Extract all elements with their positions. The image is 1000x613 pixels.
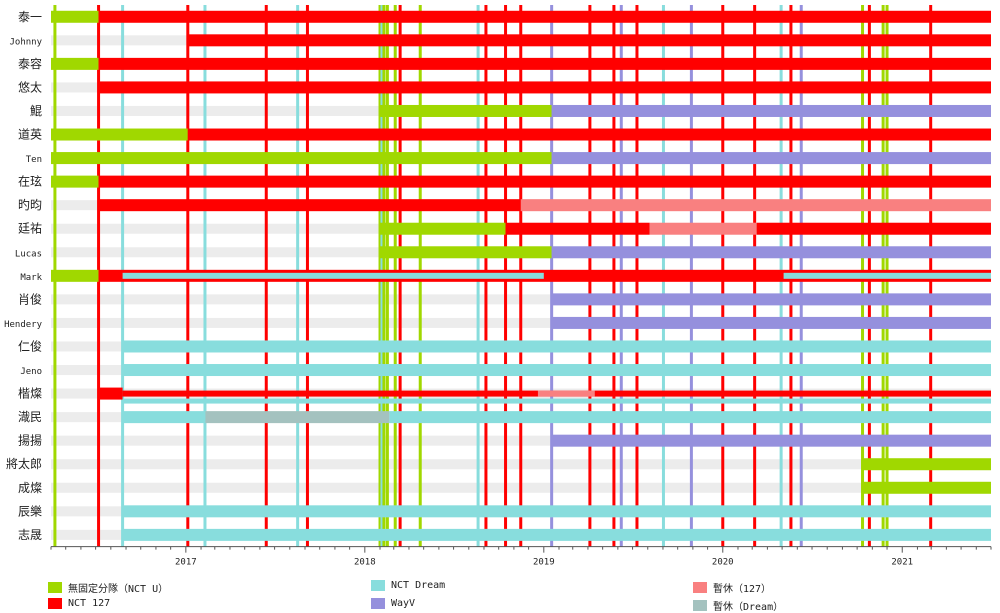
legend-item-wayv: WayV [371, 598, 415, 609]
x-tick-label: 2019 [533, 558, 555, 568]
segment-bar [51, 57, 99, 70]
legend-item-127: NCT 127 [48, 598, 110, 609]
segment-bar [537, 390, 595, 397]
segment-bar [649, 222, 757, 235]
legend-swatch-wayv [371, 598, 385, 609]
legend-swatch-h127 [693, 582, 707, 593]
member-label: Jeno [20, 367, 42, 377]
member-label: Mark [20, 273, 42, 283]
x-tick-label: 2021 [891, 558, 913, 568]
segment-bar [520, 199, 991, 212]
segment-bar [862, 481, 991, 494]
segment-bar [862, 458, 991, 471]
segment-bar [98, 10, 991, 23]
segment-bar [380, 104, 552, 117]
member-label: 道英 [18, 128, 42, 142]
segment-bar [551, 434, 991, 447]
member-label: 悠太 [18, 79, 42, 94]
member-label: 揚揚 [18, 434, 42, 448]
segment-bar [51, 152, 552, 165]
segment-bar [98, 387, 123, 400]
segment-bar [98, 175, 991, 188]
member-label: 泰一 [18, 10, 42, 24]
member-label: 在玹 [18, 174, 42, 189]
segment-bar [205, 411, 390, 424]
member-label: 渽民 [18, 409, 42, 424]
legend-label-u: 無固定分隊（NCT U） [68, 584, 169, 595]
segment-bar [122, 340, 992, 353]
segment-bar [380, 246, 552, 259]
x-tick-label: 2018 [354, 558, 376, 568]
member-label: 肖俊 [18, 291, 42, 306]
legend-swatch-127 [48, 598, 62, 609]
segment-bar [98, 57, 991, 70]
member-label: 鯤 [30, 104, 42, 118]
segment-bar [187, 34, 992, 47]
legend-item-hdream: 暫休（Dream） [693, 598, 783, 613]
member-label: Hendery [4, 320, 43, 330]
member-label: 楷燦 [18, 386, 42, 401]
segment-bar [756, 222, 991, 235]
segment-bar [380, 222, 506, 235]
segment-bar [505, 222, 650, 235]
legend-label-wayv: WayV [391, 598, 416, 609]
segment-bar [551, 104, 991, 117]
legend-swatch-u [48, 582, 62, 593]
segment-bar [122, 272, 544, 279]
segment-bar [51, 10, 99, 23]
segment-bar [551, 152, 991, 165]
segment-bar [783, 272, 991, 279]
member-label: 旳昀 [18, 198, 42, 212]
segment-bar [551, 316, 991, 329]
member-label: 廷祐 [18, 222, 42, 236]
member-label: 成燦 [18, 481, 42, 495]
segment-bar [51, 128, 188, 141]
legend-item-u: 無固定分隊（NCT U） [48, 580, 168, 595]
segment-bar [122, 528, 992, 541]
segment-bar [98, 199, 521, 212]
legend-item-dream: NCT Dream [371, 580, 445, 591]
legend: 無固定分隊（NCT U） NCT 127 NCT Dream WayV 暫休（1… [0, 572, 1000, 613]
segment-bar [122, 364, 992, 377]
member-label: Lucas [15, 249, 42, 259]
member-label: Johnny [9, 37, 42, 47]
segment-bar [187, 128, 992, 141]
x-tick-label: 2020 [712, 558, 734, 568]
segment-bar [51, 175, 99, 188]
segment-bar [551, 246, 991, 259]
segment-bar [51, 269, 99, 282]
legend-label-hdream: 暫休（Dream） [713, 602, 784, 613]
member-label: 將太郎 [6, 456, 42, 471]
legend-swatch-dream [371, 580, 385, 591]
x-tick-label: 2017 [175, 558, 197, 568]
segment-bar [98, 81, 991, 94]
segment-bar [122, 398, 992, 404]
member-label: 志晟 [18, 528, 42, 542]
legend-item-h127: 暫休（127） [693, 580, 771, 595]
segment-bar [122, 505, 992, 518]
legend-label-dream: NCT Dream [391, 580, 446, 591]
segment-bar [122, 411, 206, 424]
legend-label-h127: 暫休（127） [713, 584, 772, 595]
member-label: 泰容 [18, 56, 42, 71]
legend-label-127: NCT 127 [68, 598, 111, 609]
member-label: Ten [26, 155, 42, 165]
segment-bar [551, 293, 991, 306]
legend-swatch-hdream [693, 600, 707, 611]
member-label: 辰樂 [18, 503, 42, 518]
segment-bar [389, 411, 991, 424]
member-label: 仁俊 [18, 338, 42, 353]
